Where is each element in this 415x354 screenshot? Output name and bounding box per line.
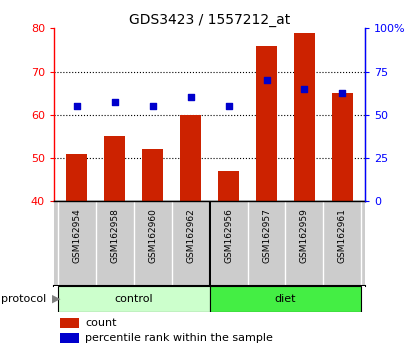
Text: control: control	[115, 294, 153, 304]
Bar	[66, 154, 87, 201]
Text: ▶: ▶	[52, 294, 60, 304]
Bar	[294, 33, 315, 201]
Text: GSM162961: GSM162961	[338, 208, 347, 263]
Text: GSM162958: GSM162958	[110, 208, 119, 263]
Bar	[58, 286, 210, 312]
Point	[111, 99, 118, 104]
Point	[339, 90, 346, 96]
Point	[149, 103, 156, 109]
Point	[263, 77, 270, 83]
Title: GDS3423 / 1557212_at: GDS3423 / 1557212_at	[129, 13, 290, 27]
Bar	[256, 46, 277, 201]
Text: protocol: protocol	[1, 294, 50, 304]
Point	[225, 103, 232, 109]
Bar	[104, 136, 125, 201]
Bar	[210, 286, 361, 312]
Text: GSM162956: GSM162956	[224, 208, 233, 263]
Text: count: count	[85, 318, 117, 328]
Bar	[142, 149, 163, 201]
Point	[187, 95, 194, 100]
Bar	[180, 115, 201, 201]
Text: GSM162959: GSM162959	[300, 208, 309, 263]
Bar	[218, 171, 239, 201]
Text: percentile rank within the sample: percentile rank within the sample	[85, 333, 273, 343]
Text: GSM162954: GSM162954	[72, 208, 81, 263]
Bar	[60, 318, 79, 328]
Text: GSM162960: GSM162960	[148, 208, 157, 263]
Bar	[60, 333, 79, 343]
Bar	[332, 93, 353, 201]
Text: GSM162957: GSM162957	[262, 208, 271, 263]
Text: diet: diet	[275, 294, 296, 304]
Point	[73, 103, 80, 109]
Point	[301, 86, 308, 92]
Text: GSM162962: GSM162962	[186, 208, 195, 263]
